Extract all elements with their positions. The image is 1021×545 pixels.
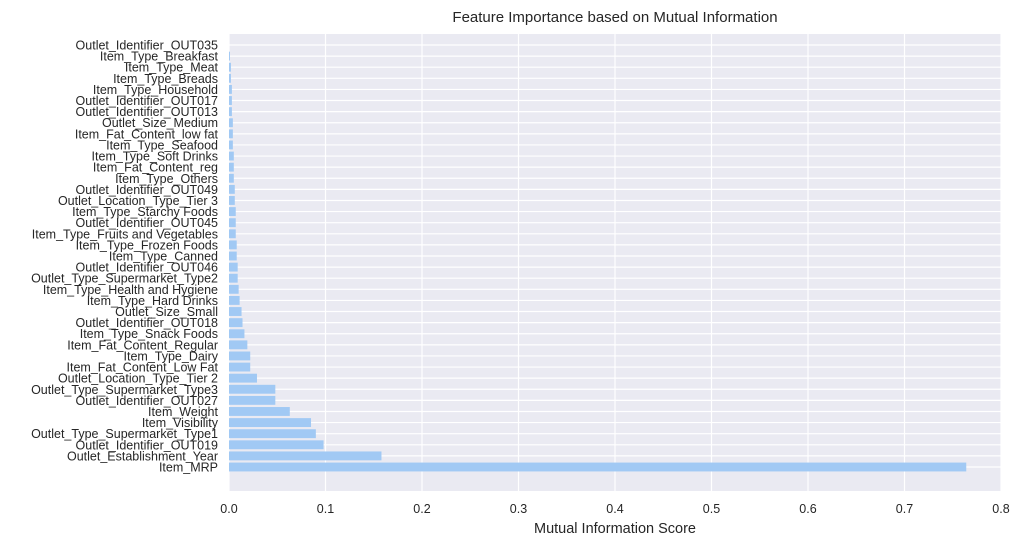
category-label: Item_Type_Household bbox=[93, 83, 218, 97]
category-label: Item_Type_Snack Foods bbox=[80, 327, 218, 341]
bar bbox=[229, 184, 235, 194]
category-label: Outlet_Identifier_OUT017 bbox=[76, 94, 218, 108]
category-label: Outlet_Type_Supermarket_Type1 bbox=[31, 427, 218, 441]
category-label: Outlet_Location_Type_Tier 3 bbox=[58, 194, 218, 208]
bar bbox=[229, 429, 316, 439]
bar bbox=[229, 451, 382, 461]
x-tick-label: 0.2 bbox=[413, 502, 430, 516]
bar bbox=[229, 73, 231, 83]
bar bbox=[229, 273, 238, 283]
category-label: Outlet_Location_Type_Tier 2 bbox=[58, 372, 218, 386]
bar bbox=[229, 218, 236, 228]
category-label: Outlet_Identifier_OUT046 bbox=[76, 261, 218, 275]
bar bbox=[229, 173, 234, 183]
category-label: Item_Fat_Content_Regular bbox=[67, 338, 218, 352]
x-tick-label: 0.8 bbox=[992, 502, 1009, 516]
category-label: Outlet_Type_Supermarket_Type3 bbox=[31, 383, 218, 397]
bar bbox=[229, 384, 276, 394]
bar bbox=[229, 207, 236, 217]
category-label: Outlet_Identifier_OUT013 bbox=[76, 105, 218, 119]
bar bbox=[229, 162, 234, 172]
bar bbox=[229, 407, 290, 416]
bar bbox=[229, 196, 235, 205]
x-tick-labels: 0.0 0.1 0.2 0.3 0.4 0.5 0.6 0.7 0.8 bbox=[220, 502, 1009, 516]
category-label: Item_Type_Canned bbox=[109, 250, 218, 264]
x-tick-label: 0.6 bbox=[799, 502, 816, 516]
bar bbox=[229, 107, 232, 117]
category-label: Item_Type_Hard Drinks bbox=[87, 294, 218, 308]
bar bbox=[229, 440, 324, 450]
bar bbox=[229, 262, 238, 272]
x-tick-label: 0.5 bbox=[703, 502, 720, 516]
category-label: Item_Type_Breakfast bbox=[100, 50, 219, 64]
x-tick-label: 0.1 bbox=[317, 502, 334, 516]
bar bbox=[229, 351, 251, 361]
category-label: Item_Type_Starchy Foods bbox=[72, 205, 218, 219]
category-label: Outlet_Size_Medium bbox=[102, 116, 218, 130]
bar bbox=[229, 96, 232, 105]
bar bbox=[229, 140, 233, 150]
bar bbox=[229, 462, 967, 472]
category-label: Item_Type_Frozen Foods bbox=[76, 238, 218, 252]
category-label: Outlet_Identifier_OUT018 bbox=[76, 316, 218, 330]
category-label: Item_Type_Soft Drinks bbox=[92, 150, 218, 164]
category-label: Outlet_Identifier_OUT019 bbox=[76, 438, 218, 452]
category-label: Item_Type_Health and Hygiene bbox=[43, 283, 218, 297]
category-label: Outlet_Identifier_OUT045 bbox=[76, 216, 218, 230]
bar bbox=[229, 84, 232, 94]
bar bbox=[229, 62, 231, 72]
bar bbox=[229, 329, 245, 339]
category-label: Item_Type_Meat bbox=[125, 61, 219, 75]
category-label: Item_MRP bbox=[159, 461, 218, 475]
bar bbox=[229, 284, 239, 294]
category-label: Outlet_Identifier_OUT035 bbox=[76, 39, 218, 53]
category-label: Outlet_Size_Small bbox=[115, 305, 218, 319]
category-label: Item_Type_Fruits and Vegetables bbox=[32, 227, 218, 241]
category-label: Item_Type_Others bbox=[115, 172, 218, 186]
x-tick-label: 0.7 bbox=[896, 502, 913, 516]
bar bbox=[229, 395, 276, 405]
category-label: Item_Visibility bbox=[142, 416, 219, 430]
bar bbox=[229, 295, 240, 305]
bar bbox=[229, 151, 234, 161]
x-tick-label: 0.3 bbox=[510, 502, 527, 516]
bar bbox=[229, 340, 248, 350]
category-labels: Item_MRPOutlet_Establishment_YearOutlet_… bbox=[31, 39, 219, 475]
bar bbox=[229, 418, 312, 428]
bars bbox=[229, 51, 967, 472]
category-label: Outlet_Identifier_OUT049 bbox=[76, 183, 218, 197]
bar bbox=[229, 118, 233, 128]
category-label: Item_Type_Dairy bbox=[124, 349, 219, 363]
bar bbox=[229, 307, 242, 316]
category-label: Item_Fat_Content_Low Fat bbox=[67, 361, 219, 375]
category-label: Item_Fat_Content_reg bbox=[93, 161, 218, 175]
bar bbox=[229, 51, 230, 61]
category-label: Item_Type_Seafood bbox=[106, 138, 218, 152]
bar bbox=[229, 240, 237, 250]
category-label: Outlet_Establishment_Year bbox=[67, 449, 218, 463]
category-label: Item_Weight bbox=[148, 405, 218, 419]
chart-title: Feature Importance based on Mutual Infor… bbox=[452, 9, 777, 26]
x-tick-label: 0.0 bbox=[220, 502, 237, 516]
bar bbox=[229, 251, 237, 261]
category-label: Item_Type_Breads bbox=[113, 72, 218, 86]
category-label: Item_Fat_Content_low fat bbox=[75, 127, 219, 141]
bar bbox=[229, 318, 243, 328]
bar bbox=[229, 229, 236, 239]
bar bbox=[229, 362, 251, 372]
bar bbox=[229, 373, 257, 383]
x-tick-label: 0.4 bbox=[606, 502, 623, 516]
x-axis-title: Mutual Information Score bbox=[534, 521, 696, 537]
category-label: Outlet_Identifier_OUT027 bbox=[76, 394, 218, 408]
category-label: Outlet_Type_Supermarket_Type2 bbox=[31, 272, 218, 286]
bar bbox=[229, 129, 233, 139]
